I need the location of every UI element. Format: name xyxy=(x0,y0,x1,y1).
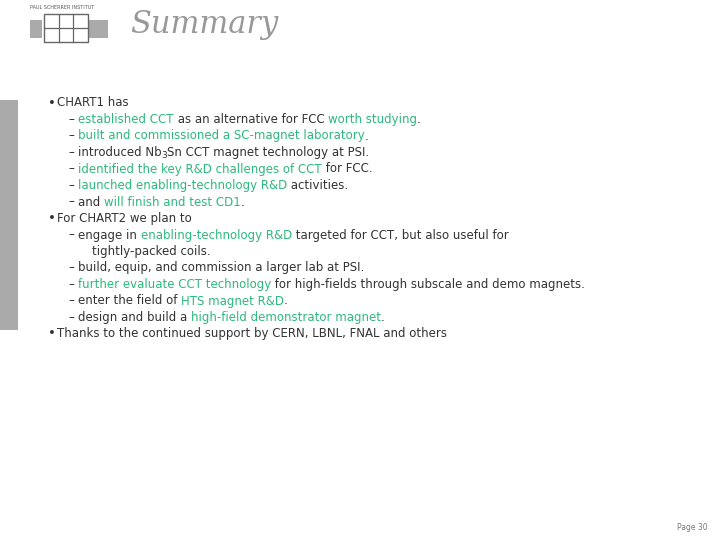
Text: tightly-packed coils.: tightly-packed coils. xyxy=(92,245,211,258)
Text: For CHART2 we plan to: For CHART2 we plan to xyxy=(57,212,192,225)
Text: design and build a: design and build a xyxy=(78,311,191,324)
Text: –: – xyxy=(68,146,74,159)
Bar xyxy=(44,14,88,42)
Text: –: – xyxy=(68,179,74,192)
Text: .: . xyxy=(381,311,384,324)
Text: –: – xyxy=(68,294,74,307)
Text: –: – xyxy=(68,113,74,126)
Text: .: . xyxy=(284,294,288,307)
Text: enabling-technology R&D: enabling-technology R&D xyxy=(140,228,292,241)
Text: •: • xyxy=(48,97,56,110)
Text: will finish and test CD1: will finish and test CD1 xyxy=(104,195,240,208)
Text: Thanks to the continued support by CERN, LBNL, FNAL and others: Thanks to the continued support by CERN,… xyxy=(57,327,447,341)
Text: targeted for CCT, but also useful for: targeted for CCT, but also useful for xyxy=(292,228,508,241)
Text: engage in: engage in xyxy=(78,228,140,241)
Text: –: – xyxy=(68,311,74,324)
Text: worth studying: worth studying xyxy=(328,113,417,126)
Text: Sn CCT magnet technology at PSI.: Sn CCT magnet technology at PSI. xyxy=(167,146,369,159)
Text: .: . xyxy=(417,113,420,126)
Text: enter the field of: enter the field of xyxy=(78,294,181,307)
Text: for high-fields through subscale and demo magnets.: for high-fields through subscale and dem… xyxy=(271,278,585,291)
Text: HTS magnet R&D: HTS magnet R&D xyxy=(181,294,284,307)
Text: .: . xyxy=(240,195,245,208)
Text: .: . xyxy=(365,130,369,143)
Text: and: and xyxy=(78,195,104,208)
Text: introduced Nb: introduced Nb xyxy=(78,146,161,159)
Text: established CCT: established CCT xyxy=(78,113,174,126)
Text: –: – xyxy=(68,261,74,274)
Bar xyxy=(0,100,18,330)
Text: 3: 3 xyxy=(161,151,167,160)
Bar xyxy=(30,20,42,38)
Text: identified the key R&D challenges of CCT: identified the key R&D challenges of CCT xyxy=(78,163,322,176)
Text: •: • xyxy=(48,212,56,225)
Bar xyxy=(88,20,108,38)
Text: Summary: Summary xyxy=(130,10,278,40)
Text: build, equip, and commission a larger lab at PSI.: build, equip, and commission a larger la… xyxy=(78,261,364,274)
Text: launched enabling-technology R&D: launched enabling-technology R&D xyxy=(78,179,287,192)
Text: high-field demonstrator magnet: high-field demonstrator magnet xyxy=(191,311,381,324)
Text: •: • xyxy=(48,327,56,341)
Text: built and commissioned a SC-magnet laboratory: built and commissioned a SC-magnet labor… xyxy=(78,130,365,143)
Text: for FCC.: for FCC. xyxy=(322,163,372,176)
Text: Page 30: Page 30 xyxy=(678,523,708,532)
Text: –: – xyxy=(68,228,74,241)
Text: –: – xyxy=(68,130,74,143)
Text: –: – xyxy=(68,278,74,291)
Text: CHART1 has: CHART1 has xyxy=(57,97,129,110)
Text: –: – xyxy=(68,163,74,176)
Text: –: – xyxy=(68,195,74,208)
Text: further evaluate CCT technology: further evaluate CCT technology xyxy=(78,278,271,291)
Text: activities.: activities. xyxy=(287,179,348,192)
Text: PAUL SCHERRER INSTITUT: PAUL SCHERRER INSTITUT xyxy=(30,5,94,10)
Text: as an alternative for FCC: as an alternative for FCC xyxy=(174,113,328,126)
